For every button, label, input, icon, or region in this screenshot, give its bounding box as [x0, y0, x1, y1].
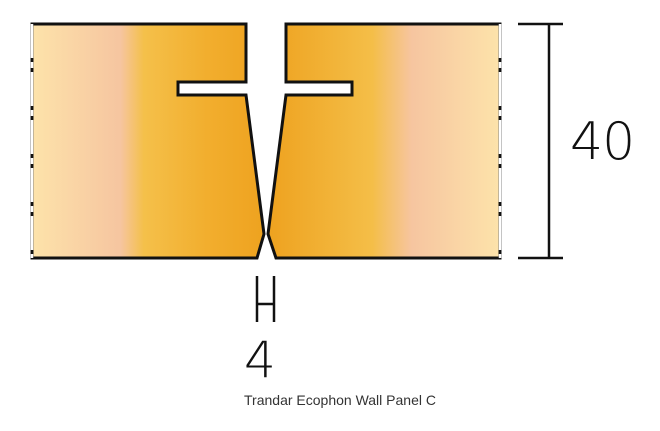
right-panel [266, 22, 502, 260]
diagram-caption: Trandar Ecophon Wall Panel C [244, 392, 436, 408]
left-panel [30, 22, 266, 260]
gap-dimension [255, 276, 276, 322]
height-dimension-label: 40 [570, 112, 635, 172]
gap-dimension-label: 4 [244, 331, 276, 389]
height-dimension [518, 22, 563, 260]
